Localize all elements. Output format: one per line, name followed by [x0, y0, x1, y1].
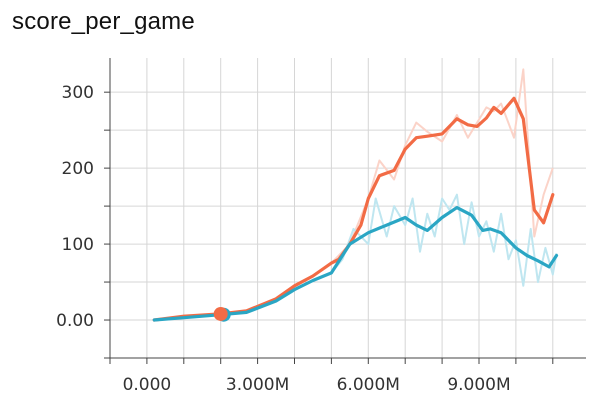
axis-layer	[104, 58, 586, 364]
series-0-hover-marker	[213, 306, 228, 321]
tick-label-layer: 0.00 100 200 300 0.000 3.000M 6.000M 9.000M	[56, 83, 511, 395]
chart-title: score_per_game	[12, 8, 195, 35]
y-tick-label: 100	[62, 235, 94, 255]
y-tick-label: 300	[62, 83, 94, 103]
grid-layer	[109, 58, 586, 359]
y-tick-label: 0.00	[56, 311, 94, 331]
x-tick-label: 9.000M	[447, 375, 510, 395]
series-1-raw-line	[154, 193, 558, 321]
x-tick-label: 6.000M	[337, 375, 400, 395]
series-0-smoothed-line	[152, 96, 555, 322]
x-tick-label: 0.000	[123, 375, 172, 395]
x-tick-label: 3.000M	[226, 375, 289, 395]
series-1-smoothed-line	[152, 206, 559, 322]
smoothed-series-layer	[152, 96, 559, 322]
y-tick-label: 200	[62, 159, 94, 179]
